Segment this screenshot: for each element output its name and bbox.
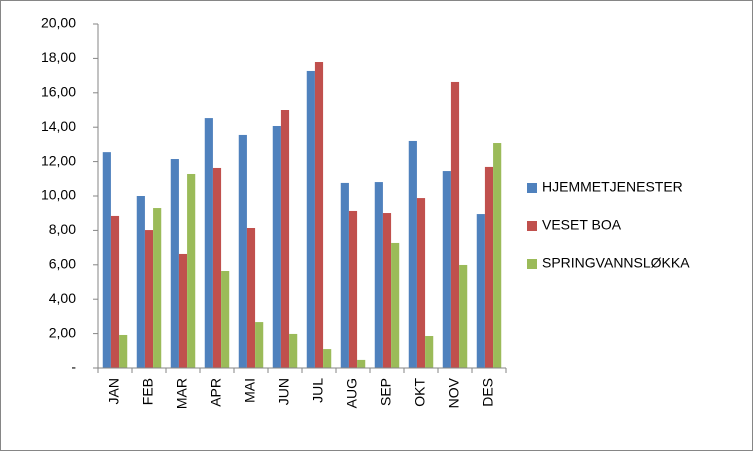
bar: [255, 322, 264, 368]
x-tick-label: FEB: [140, 378, 156, 405]
legend-swatch: [527, 259, 537, 269]
bar: [382, 213, 392, 368]
bar: [374, 182, 383, 368]
bar: [476, 214, 485, 368]
y-tick-label: -: [71, 359, 76, 375]
x-tick-label: JUN: [276, 378, 292, 405]
bar: [340, 182, 349, 368]
bar: [459, 264, 468, 368]
y-tick-label: 12,00: [41, 152, 76, 168]
bar: [408, 140, 417, 368]
bar: [119, 334, 128, 368]
bar: [238, 134, 247, 368]
x-tick-label: NOV: [446, 377, 462, 408]
bar: [323, 349, 332, 368]
bar: [416, 198, 426, 368]
legend-swatch: [527, 221, 537, 231]
y-tick-label: 2,00: [49, 324, 76, 340]
bar: [280, 110, 290, 368]
bar: [187, 173, 196, 368]
y-tick-label: 6,00: [49, 256, 76, 272]
x-tick-label: MAI: [242, 378, 258, 403]
bar: [170, 159, 179, 368]
y-tick-label: 10,00: [41, 187, 76, 203]
x-tick-label: JUL: [310, 378, 326, 403]
bar: [212, 167, 222, 368]
x-tick-label: DES: [480, 378, 496, 407]
bar: [484, 166, 494, 368]
bar: [272, 125, 281, 368]
bar: [314, 62, 324, 369]
bar: [391, 242, 400, 368]
bar: [136, 196, 145, 368]
bar: [442, 171, 451, 368]
x-tick-label: APR: [208, 378, 224, 407]
x-tick-label: OKT: [412, 378, 428, 407]
legend-label: VESET BOA: [542, 217, 622, 233]
x-tick-label: AUG: [344, 378, 360, 408]
bar: [204, 118, 213, 368]
bar: [425, 336, 434, 368]
bar: [450, 81, 460, 369]
y-tick-label: 14,00: [41, 118, 76, 134]
bar: [153, 208, 162, 368]
legend-label: SPRINGVANNSLØKKA: [542, 255, 690, 271]
y-tick-label: 18,00: [41, 49, 76, 65]
bar: [102, 152, 111, 368]
bar: [348, 210, 358, 368]
bar: [289, 333, 298, 368]
bar: [144, 230, 154, 368]
bar: [493, 143, 502, 368]
legend-swatch: [527, 183, 537, 193]
bar: [357, 359, 366, 368]
bar: [178, 253, 188, 368]
bar: [110, 215, 120, 368]
legend-label: HJEMMETJENESTER: [542, 179, 683, 195]
y-tick-label: 8,00: [49, 221, 76, 237]
x-tick-label: JAN: [106, 378, 122, 404]
bar: [306, 70, 315, 369]
y-tick-label: 16,00: [41, 84, 76, 100]
bar: [246, 227, 256, 368]
x-tick-label: MAR: [174, 378, 190, 409]
x-tick-label: SEP: [378, 378, 394, 406]
y-tick-label: 20,00: [41, 15, 76, 31]
bar: [221, 270, 230, 368]
y-tick-label: 4,00: [49, 290, 76, 306]
